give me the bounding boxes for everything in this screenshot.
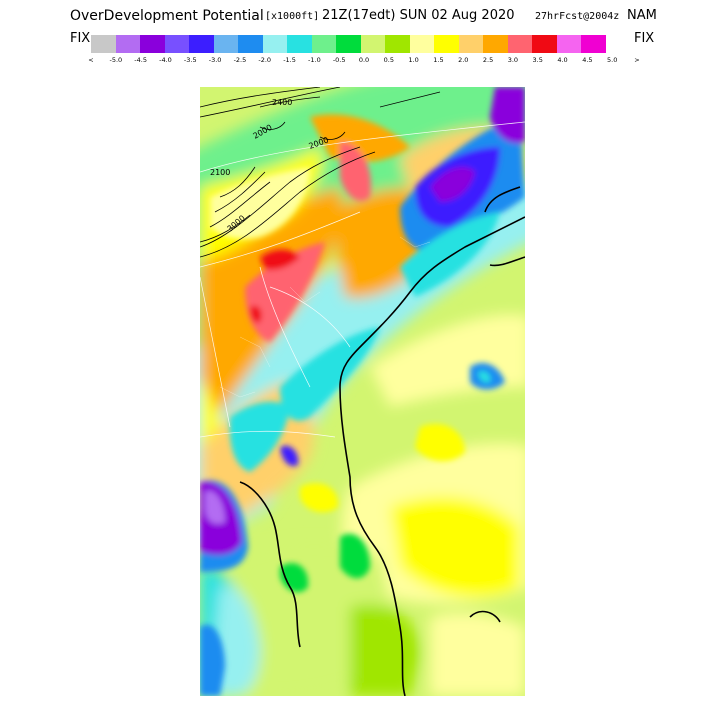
legend-swatch [434,35,459,53]
legend-tick-label: 4.0 [557,56,568,64]
legend-swatch [140,35,165,53]
legend-tick-label: 2.0 [458,56,469,64]
state-borders [200,121,525,438]
fix-label-right: FIX [634,31,655,46]
county-lines [219,236,431,398]
legend-tick-label: 1.5 [433,56,444,64]
legend-swatch [556,35,581,53]
legend-swatch [532,35,557,53]
legend-swatch [336,35,361,53]
legend-tick-label: -1.5 [283,56,296,64]
legend-tick-label: -4.5 [134,56,147,64]
color-legend [91,35,606,53]
legend-tick-label: -1.0 [308,56,321,64]
legend-swatch [507,35,532,53]
legend-tick-label: 5.0 [607,56,618,64]
legend-tick-label: -0.5 [332,56,346,64]
legend-swatch [360,35,385,53]
legend-tick-label: 0.5 [383,56,394,64]
legend-tick-labels: < -5.0 -4.5 -4.0 -3.5 -3.0 -2.5 -2.0 -1.5 -1.0 -0.… [88,56,640,68]
legend-tick-label: 0.0 [358,56,370,64]
legend-tick-label: -4.0 [159,56,172,64]
contour-label: 2400 [272,98,292,107]
map-title: OverDevelopment Potential [70,8,264,24]
legend-swatch [458,35,483,53]
model-name: NAM [627,8,657,23]
legend-tick-label: 1.0 [408,56,419,64]
legend-tick-label: -2.0 [258,56,272,64]
legend-swatch [213,35,238,53]
valid-time: 21Z(17edt) SUN 02 Aug 2020 [322,8,515,23]
legend-swatch [164,35,189,53]
coastline [239,186,525,696]
legend-swatch [483,35,508,53]
legend-swatch [189,35,214,53]
legend-tick-label: 3.5 [532,56,543,64]
terrain-contours [200,87,441,258]
contour-label: 2100 [210,168,230,177]
units-label: [x1000ft] [265,11,320,22]
map-title-bar: OverDevelopment Potential [x1000ft] 21Z(… [0,8,726,28]
overdevelopment-field [200,87,525,696]
weather-map: 2400 2000 2000 3000 2100 [200,87,525,696]
legend-tick-label: 3.0 [507,56,519,64]
legend-tick-label: 2.5 [482,56,494,64]
legend-tick-label: -3.5 [183,56,197,64]
legend-tick-label: -3.0 [208,56,222,64]
legend-swatch [581,35,606,53]
legend-swatch [91,35,116,53]
forecast-info: 27hrFcst@2004z [535,11,620,22]
legend-swatch [409,35,434,53]
fix-label-left: FIX [70,31,91,46]
legend-swatch [262,35,287,53]
legend-tick-label: -2.5 [233,56,247,64]
legend-swatch [385,35,410,53]
legend-tick-label: -5.0 [109,56,123,64]
legend-swatch [238,35,263,53]
legend-swatch [311,35,336,53]
legend-swatch [287,35,312,53]
legend-tick-label: < [88,56,94,64]
legend-tick-label: 4.5 [582,56,593,64]
legend-tick-label: > [634,56,640,64]
legend-swatch [115,35,140,53]
